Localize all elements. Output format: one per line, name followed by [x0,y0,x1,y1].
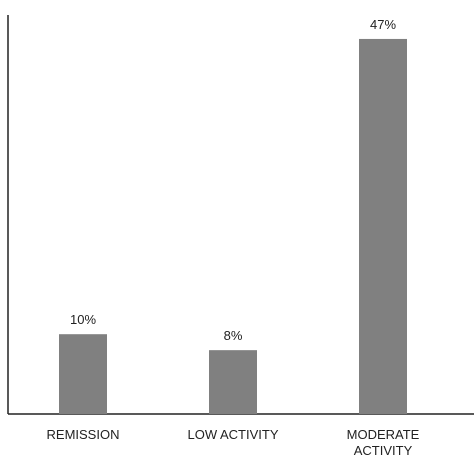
bar [359,38,407,414]
x-tick-label: REMISSION [46,427,120,442]
value-label: 47% [370,17,396,32]
value-label: 10% [70,312,96,327]
value-label: 8% [224,328,243,343]
bar [59,334,107,414]
x-tick-label: MODERATE ACTIVITY [346,427,420,458]
x-tick-label: LOW ACTIVITY [187,427,279,442]
bar [209,350,257,414]
